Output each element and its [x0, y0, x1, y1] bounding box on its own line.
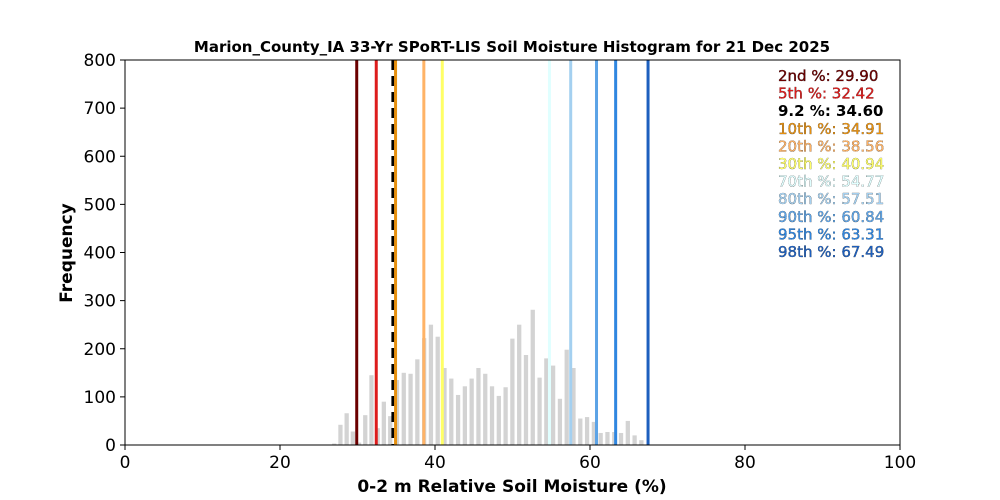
histogram-bar-24 — [489, 386, 495, 445]
histogram-bar-35 — [564, 349, 569, 445]
percentile-label-2: 9.2 %: 34.60 — [778, 102, 884, 120]
histogram-bar-22 — [476, 368, 481, 445]
histogram-bar-33 — [551, 365, 556, 445]
axis-ticks: 0 20 40 60 80 100 0 100 200 300 400 500 600 700 800 — [84, 51, 917, 473]
y-tick-label-6: 600 — [84, 147, 116, 167]
histogram-bar-1 — [338, 424, 343, 445]
histogram-bar-6 — [369, 375, 374, 445]
y-tick-label-8: 800 — [84, 51, 116, 71]
histogram-bar-8 — [381, 401, 386, 445]
histogram-bar-31 — [537, 377, 542, 445]
y-tick-label-7: 700 — [84, 99, 116, 119]
histogram-bar-28 — [517, 324, 522, 445]
histogram-bar-12 — [408, 373, 413, 445]
histogram-bar-43 — [618, 432, 624, 445]
histogram-bar-27 — [510, 338, 515, 445]
histogram-bars — [332, 309, 644, 445]
histogram-bar-38 — [584, 417, 590, 445]
y-tick-label-0: 0 — [105, 436, 116, 456]
x-tick-label-3: 60 — [579, 453, 601, 473]
x-tick-label-1: 20 — [269, 453, 291, 473]
x-tick-label-2: 40 — [424, 453, 446, 473]
histogram-bar-0 — [332, 443, 337, 445]
chart-title: Marion_County_IA 33-Yr SPoRT-LIS Soil Mo… — [194, 38, 830, 56]
histogram-bar-21 — [469, 378, 474, 445]
histogram-bar-23 — [483, 373, 488, 445]
percentile-label-0: 2nd %: 29.90 — [778, 67, 878, 85]
histogram-bar-4 — [356, 442, 362, 445]
percentile-label-5: 30th %: 40.94 — [778, 155, 884, 173]
percentile-label-1: 5th %: 32.42 — [778, 85, 875, 103]
histogram-bar-36 — [571, 368, 576, 445]
histogram-bar-34 — [557, 398, 563, 445]
y-tick-label-3: 300 — [84, 292, 116, 312]
histogram-bar-20 — [462, 386, 468, 445]
histogram-bar-37 — [578, 418, 583, 445]
x-axis-label: 0-2 m Relative Soil Moisture (%) — [357, 477, 666, 497]
histogram-bar-45 — [632, 435, 637, 445]
histogram-bar-5 — [363, 415, 368, 445]
x-tick-label-5: 100 — [884, 453, 916, 473]
histogram-bar-41 — [605, 432, 610, 445]
percentile-label-7: 80th %: 57.51 — [778, 190, 884, 208]
y-axis-label: Frequency — [57, 203, 77, 303]
percentile-label-8: 90th %: 60.84 — [778, 208, 884, 226]
histogram-bar-40 — [598, 432, 603, 445]
percentile-label-6: 70th %: 54.77 — [778, 173, 884, 191]
histogram-bar-46 — [639, 440, 644, 445]
x-tick-label-0: 0 — [120, 453, 131, 473]
x-tick-label-4: 80 — [734, 453, 756, 473]
histogram-bar-32 — [544, 358, 549, 445]
histogram-bar-9 — [388, 416, 393, 445]
histogram-bar-30 — [530, 309, 535, 445]
y-tick-label-4: 400 — [84, 244, 116, 264]
histogram-bar-2 — [344, 413, 349, 445]
histogram-bar-17 — [442, 368, 447, 445]
y-tick-label-5: 500 — [84, 195, 116, 215]
histogram-bar-3 — [350, 431, 355, 445]
histogram-bar-26 — [503, 387, 508, 445]
percentile-label-9: 95th %: 63.31 — [778, 225, 884, 243]
histogram-bar-15 — [428, 324, 434, 445]
y-tick-label-2: 200 — [84, 340, 116, 360]
y-tick-label-1: 100 — [84, 388, 116, 408]
percentile-lines — [355, 60, 650, 445]
histogram-bar-16 — [435, 336, 440, 445]
histogram-bar-19 — [455, 394, 461, 445]
histogram-bar-25 — [496, 395, 501, 445]
percentile-label-10: 98th %: 67.49 — [778, 243, 884, 261]
histogram-bar-39 — [591, 421, 596, 445]
histogram-bar-13 — [415, 359, 420, 445]
percentile-label-3: 10th %: 34.91 — [778, 120, 884, 138]
histogram-bar-18 — [449, 378, 454, 445]
percentile-label-4: 20th %: 38.56 — [778, 137, 884, 155]
histogram-bar-29 — [523, 355, 529, 445]
histogram-bar-11 — [401, 372, 406, 445]
histogram-bar-44 — [625, 420, 630, 445]
